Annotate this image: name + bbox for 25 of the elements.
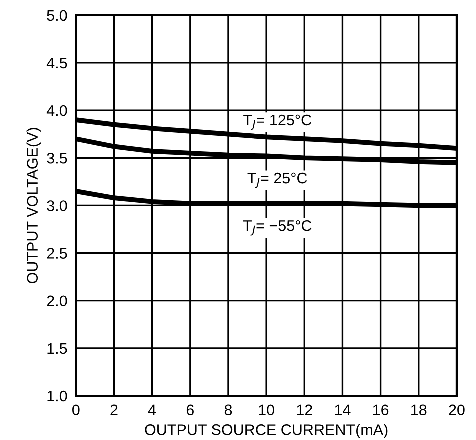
x-tick-label: 6 <box>186 404 194 416</box>
x-tick-label: 8 <box>224 404 232 416</box>
x-tick-label: 14 <box>335 404 351 416</box>
y-tick-label: 2.0 <box>47 296 68 307</box>
x-tick-label: 12 <box>297 404 312 416</box>
y-axis-title: OUTPUT VOLTAGE(V) <box>26 128 42 284</box>
y-tick-label: 1.5 <box>48 343 68 354</box>
y-tick-label: 3.0 <box>47 200 68 212</box>
y-tick-label: 2.5 <box>47 248 68 259</box>
x-tick-label: 20 <box>449 404 465 416</box>
y-tick-label: 3.5 <box>47 152 68 164</box>
x-tick-label: 18 <box>412 404 427 416</box>
y-tick-label: 5.0 <box>47 10 68 22</box>
x-axis-title: OUTPUT SOURCE CURRENT(mA) <box>145 424 388 438</box>
series-label: T$_{J}$= 25°C <box>248 172 308 188</box>
y-tick-label: 4.0 <box>46 105 68 116</box>
x-tick-label: 4 <box>148 404 156 416</box>
y-tick-label: 4.5 <box>46 58 68 69</box>
x-tick-label: 16 <box>373 404 389 416</box>
x-tick-label: 10 <box>259 404 274 416</box>
x-tick-label: 0 <box>72 404 80 416</box>
series-label: T$_{J}$= −55°C <box>243 220 312 236</box>
x-tick-label: 2 <box>110 404 118 416</box>
y-tick-label: 1.0 <box>48 390 68 402</box>
series-label: T$_{J}$= 125°C <box>244 114 312 130</box>
